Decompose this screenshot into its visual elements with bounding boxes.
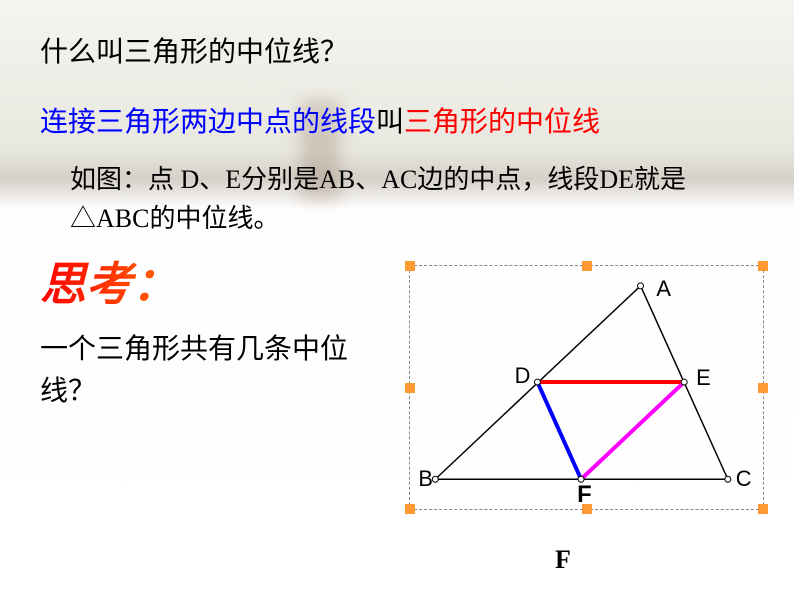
definition-line: 连接三角形两边中点的线段叫三角形的中位线 [40, 100, 754, 140]
resize-handle-ml[interactable] [405, 383, 415, 393]
resize-handle-tm[interactable] [582, 261, 592, 271]
resize-handle-br[interactable] [758, 504, 768, 514]
definition-part2: 叫 [376, 107, 404, 138]
example-text: 如图：点 D、E分别是AB、AC边的中点，线段DE就是△ABC的中位线。 [70, 160, 754, 238]
resize-handle-tl[interactable] [405, 261, 415, 271]
resize-handle-tr[interactable] [758, 261, 768, 271]
triangle-diagram: ABCDEF [410, 266, 763, 509]
svg-text:C: C [736, 466, 752, 491]
definition-part3: 三角形的中位线 [404, 107, 600, 138]
definition-part1: 连接三角形两边中点的线段 [40, 107, 376, 138]
svg-text:D: D [515, 363, 531, 388]
resize-handle-bl[interactable] [405, 504, 415, 514]
svg-text:B: B [418, 466, 433, 491]
resize-handle-bm[interactable] [582, 504, 592, 514]
svg-text:E: E [696, 365, 711, 390]
resize-handle-mr[interactable] [758, 383, 768, 393]
svg-text:A: A [656, 276, 671, 301]
triangle-diagram-container[interactable]: ABCDEF [409, 265, 764, 510]
title-question: 什么叫三角形的中位线？ [40, 30, 754, 70]
f-label-extra: F [555, 545, 571, 575]
question-text: 一个三角形共有几条中位线？ [40, 329, 390, 413]
